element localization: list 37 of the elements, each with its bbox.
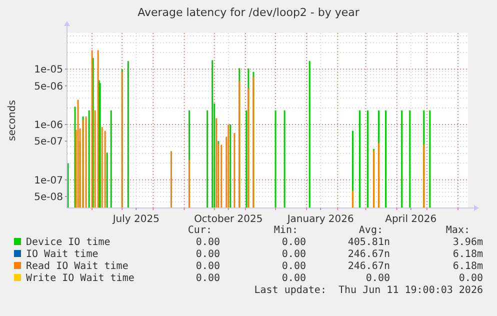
text: Cur: [188,225,212,236]
chart-title: Average latency for /dev/loop2 - by year [138,6,360,19]
text: 0.00 [282,249,306,260]
text: 0.00 [196,249,220,260]
text: 405.81n [348,237,390,248]
text: 3.96m [452,237,483,248]
text: 0.00 [196,273,220,284]
text: 0.00 [282,237,306,248]
legend-label: IO Wait time [26,249,98,260]
x-tick-label: January 2026 [286,214,354,225]
text: Min: [274,225,298,236]
text: Last update: Thu Jun 11 19:00:03 2026 [254,285,483,296]
x-tick-label: April 2026 [385,214,437,225]
text: 246.67n [348,249,390,260]
y-tick-label: 5e-06 [34,81,63,92]
text: 6.18m [452,261,483,272]
y-tick-label: 1e-07 [34,175,63,186]
text: 0.00 [366,273,390,284]
text: 6.18m [452,249,483,260]
legend-label: Device IO time [26,237,110,248]
text: 0.00 [458,273,483,284]
y-tick-label: 1e-06 [34,120,63,131]
x-tick-label: October 2025 [194,214,263,225]
y-tick-label: 5e-08 [34,192,63,204]
text: 0.00 [196,261,220,272]
text: 0.00 [282,273,306,284]
y-tick-label: 1e-05 [34,64,63,76]
text: 0.00 [196,237,220,248]
text: Max: [446,225,470,236]
legend-label: Write IO Wait time [26,273,134,284]
x-tick-label: July 2025 [112,214,160,225]
text: 0.00 [282,261,306,272]
text: Avg: [358,225,383,236]
legend-label: Read IO Wait time [26,261,128,272]
y-tick-label: 5e-07 [34,136,63,148]
y-axis-title: seconds [7,100,18,141]
text: 246.67n [348,261,390,272]
